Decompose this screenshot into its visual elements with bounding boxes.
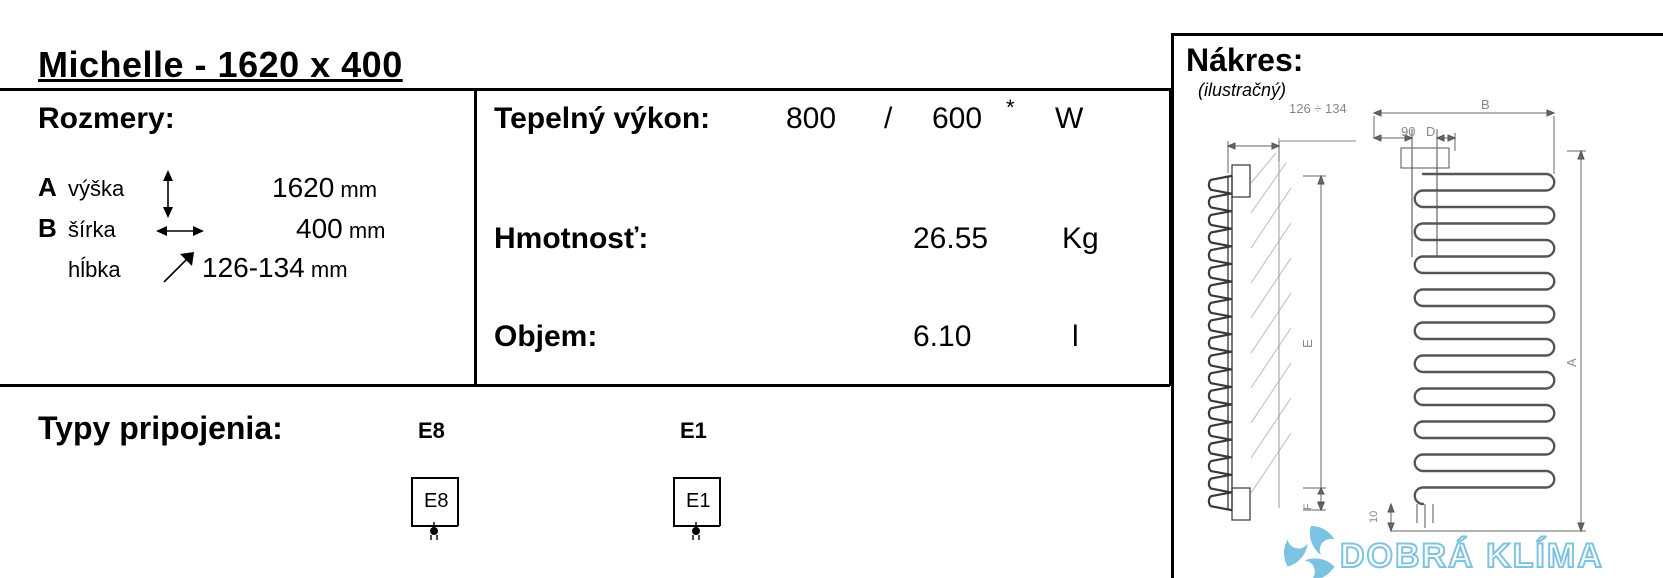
- svg-text:126 ÷ 134: 126 ÷ 134: [1289, 101, 1347, 116]
- svg-text:10: 10: [1368, 511, 1380, 523]
- svg-text:A: A: [1564, 358, 1579, 367]
- svg-text:F: F: [1302, 503, 1314, 510]
- svg-text:E: E: [1300, 339, 1315, 348]
- svg-text:B: B: [1481, 97, 1490, 112]
- svg-text:90: 90: [1401, 124, 1415, 139]
- svg-text:D: D: [1426, 124, 1435, 139]
